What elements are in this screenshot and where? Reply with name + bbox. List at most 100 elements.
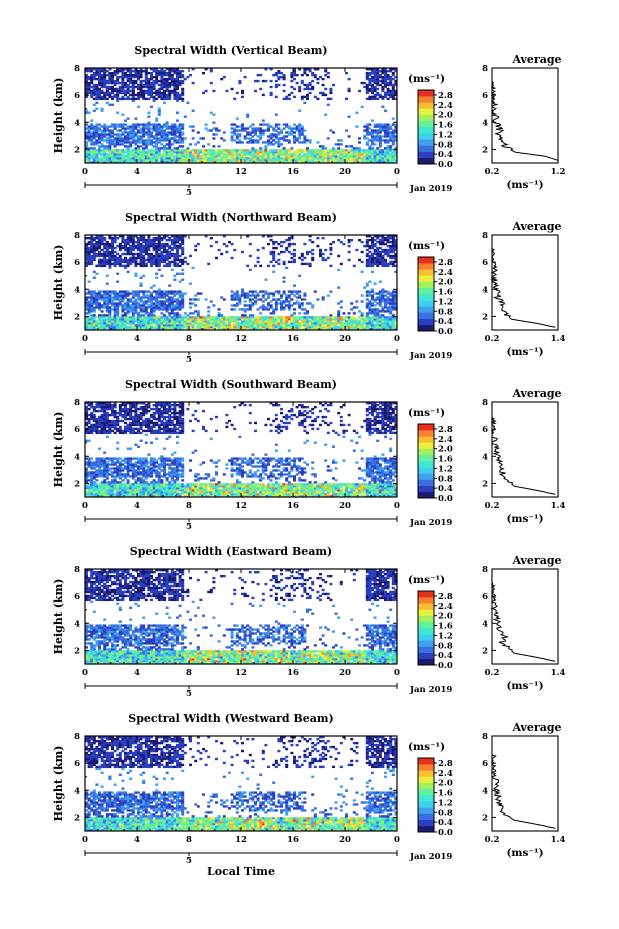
heatmap-cell: [150, 320, 153, 323]
heatmap-cell: [290, 328, 294, 331]
heatmap-cell: [98, 75, 101, 79]
heatmap-cell: [100, 109, 104, 112]
heatmap-cell: [339, 306, 343, 309]
heatmap-cell: [355, 147, 359, 150]
heatmap-cell: [137, 294, 140, 297]
heatmap-cell: [264, 79, 268, 83]
heatmap-cell: [352, 318, 356, 321]
heatmap-cell: [264, 306, 268, 309]
heatmap-cell: [209, 69, 213, 73]
heatmap-cell: [95, 123, 99, 126]
heatmap-cell: [137, 131, 140, 134]
heatmap-cell: [85, 75, 88, 79]
heatmap-cell: [98, 71, 101, 75]
heatmap-cell: [241, 322, 244, 325]
heatmap-cell: [108, 306, 112, 309]
heatmap-cell: [131, 69, 135, 73]
heatmap-cell: [152, 238, 156, 242]
heatmap-cell: [144, 127, 148, 130]
heatmap-cell: [144, 151, 148, 154]
heatmap-cell: [194, 310, 198, 313]
heatmap-cell: [85, 304, 88, 307]
heatmap-cell: [163, 161, 166, 164]
heatmap-cell: [100, 125, 104, 128]
heatmap-cell: [181, 93, 185, 97]
heatmap-cell: [176, 73, 179, 77]
heatmap-cell: [100, 161, 104, 164]
heatmap-cell: [139, 308, 143, 311]
heatmap-cell: [290, 242, 294, 246]
heatmap-cell: [394, 242, 398, 246]
heatmap-cell: [170, 161, 174, 164]
heatmap-cell: [129, 93, 133, 97]
heatmap-cell: [116, 318, 120, 321]
heatmap-cell: [85, 242, 88, 246]
heatmap-cell: [298, 89, 302, 93]
heatmap-cell: [126, 95, 130, 99]
heatmap-cell: [272, 256, 276, 260]
heatmap-cell: [295, 316, 299, 319]
heatmap-cell: [178, 294, 182, 297]
heatmap-cell: [274, 316, 278, 319]
heatmap-cell: [355, 248, 359, 252]
heatmap-cell: [324, 93, 328, 97]
heatmap-cell: [350, 145, 354, 148]
heatmap-cell: [95, 159, 99, 162]
heatmap-cell: [147, 135, 151, 138]
heatmap-cell: [134, 292, 138, 295]
heatmap-cell: [92, 73, 96, 77]
heatmap-cell: [386, 310, 390, 313]
heatmap-cell: [334, 161, 338, 164]
heatmap-cell: [230, 153, 234, 156]
heatmap-cell: [254, 131, 257, 134]
heatmap-cell: [371, 298, 374, 301]
heatmap-cell: [131, 93, 135, 97]
heatmap-cell: [87, 125, 91, 128]
heatmap-cell: [324, 326, 328, 329]
heatmap-cell: [173, 71, 177, 75]
heatmap-cell: [152, 75, 156, 79]
heatmap-cell: [144, 89, 148, 93]
heatmap-cell: [199, 137, 203, 140]
heatmap-cell: [150, 310, 153, 313]
colorbar-tick-label: 2.8: [438, 91, 453, 101]
heatmap-cell: [298, 153, 302, 156]
heatmap-cell: [155, 248, 159, 252]
heatmap-cell: [306, 310, 309, 313]
heatmap-cell: [241, 288, 244, 291]
heatmap-cell: [282, 250, 286, 254]
heatmap-cell: [144, 326, 148, 329]
heatmap-cell: [118, 262, 122, 266]
heatmap-cell: [183, 153, 187, 156]
heatmap-cell: [274, 240, 278, 244]
heatmap-cell: [202, 71, 205, 75]
heatmap-cell: [126, 270, 130, 274]
heatmap-cell: [277, 155, 281, 158]
heatmap-cell: [246, 161, 250, 164]
heatmap-cell: [92, 127, 96, 130]
heatmap-cell: [103, 161, 107, 164]
heatmap-cell: [160, 242, 164, 246]
heatmap-cell: [256, 308, 260, 311]
heatmap-cell: [155, 276, 159, 279]
heatmap-cell: [111, 254, 114, 258]
heatmap-cell: [160, 79, 164, 83]
heatmap-cell: [235, 322, 239, 325]
heatmap-cell: [113, 83, 117, 87]
heatmap-cell: [144, 252, 148, 256]
heatmap-cell: [371, 252, 374, 256]
heatmap-cell: [191, 161, 195, 164]
heatmap-cell: [241, 129, 244, 132]
heatmap-cell: [324, 151, 328, 154]
heatmap-cell: [87, 473, 91, 476]
heatmap-cell: [196, 159, 200, 162]
heatmap-cell: [204, 324, 208, 327]
heatmap-cell: [280, 137, 283, 140]
heatmap-cell: [365, 75, 369, 79]
heatmap-cell: [358, 324, 361, 327]
heatmap-cell: [215, 316, 218, 319]
heatmap-cell: [111, 304, 114, 307]
heatmap-cell: [230, 159, 234, 162]
heatmap-cell: [111, 153, 114, 156]
heatmap-cell: [381, 308, 385, 311]
